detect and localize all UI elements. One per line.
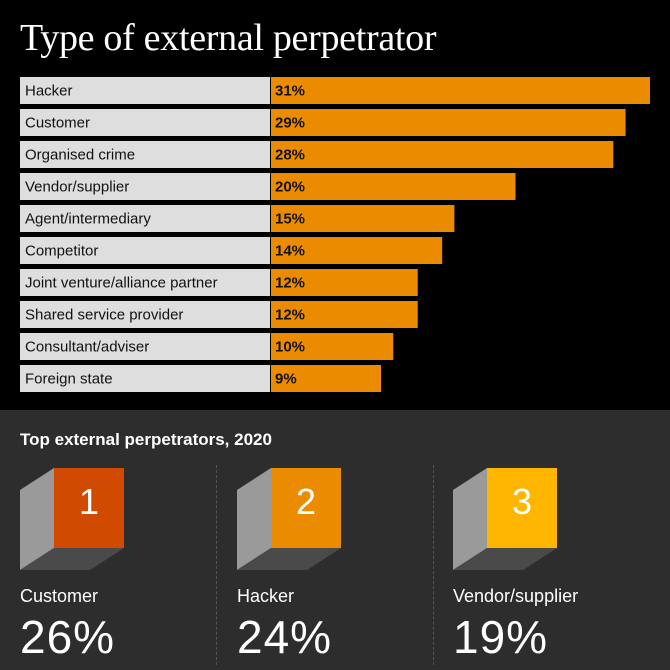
category-label: Organised crime	[25, 147, 135, 164]
category-box	[20, 173, 270, 200]
category-box	[20, 77, 270, 104]
category-box	[20, 237, 270, 264]
category-label: Hacker	[25, 83, 73, 100]
category-label: Joint venture/alliance partner	[25, 275, 218, 292]
rank-name: Hacker	[237, 586, 295, 606]
rank-value: 19%	[453, 611, 549, 663]
category-label: Consultant/adviser	[25, 339, 149, 356]
category-box	[20, 301, 270, 328]
rank-card-1: 1 Customer 26%	[20, 468, 220, 668]
category-box	[20, 365, 270, 392]
value-label: 15%	[275, 211, 305, 228]
rank-number: 1	[78, 481, 100, 522]
value-label: 20%	[275, 179, 305, 196]
chart-panel: Type of external perpetrator Hacker 31% Cu…	[20, 17, 650, 392]
value-label: 12%	[275, 275, 305, 292]
category-label: Vendor/supplier	[25, 179, 129, 196]
summary-panel: Top external perpetrators, 2020 1 Custom…	[0, 410, 670, 670]
rank-value: 26%	[20, 611, 116, 663]
rank-number: 3	[511, 481, 533, 522]
cube-face	[54, 468, 124, 548]
rank-name: Vendor/supplier	[453, 586, 579, 606]
bar	[271, 365, 382, 392]
rank-number: 2	[295, 481, 317, 522]
chart-title: Type of external perpetrator	[20, 17, 437, 59]
value-label: 29%	[275, 115, 305, 132]
rank-card-2: 2 Hacker 24%	[237, 468, 437, 668]
bar	[271, 301, 418, 328]
value-label: 31%	[275, 83, 305, 100]
bar	[271, 77, 650, 104]
divider	[433, 465, 434, 665]
bar	[271, 205, 455, 232]
category-box	[20, 141, 270, 168]
cube-icon	[20, 468, 124, 570]
rank-value: 24%	[237, 611, 333, 663]
category-box	[20, 109, 270, 136]
bar-chart: Hacker 31% Customer 29% Organised crime 28% Ve…	[20, 77, 650, 392]
bar	[271, 269, 418, 296]
category-box	[20, 333, 270, 360]
category-label: Foreign state	[25, 371, 113, 388]
cube-icon	[237, 468, 341, 570]
category-label: Customer	[25, 115, 90, 132]
category-label: Agent/intermediary	[25, 211, 151, 228]
value-label: 10%	[275, 339, 305, 356]
value-label: 28%	[275, 147, 305, 164]
bar	[271, 333, 394, 360]
category-box	[20, 205, 270, 232]
value-label: 12%	[275, 307, 305, 324]
cube-icon	[453, 468, 557, 570]
value-label: 9%	[275, 371, 297, 388]
summary-title: Top external perpetrators, 2020	[20, 430, 272, 449]
value-label: 14%	[275, 243, 305, 260]
rank-name: Customer	[20, 586, 99, 606]
category-label: Shared service provider	[25, 307, 183, 324]
cube-face	[271, 468, 341, 548]
divider	[216, 465, 217, 665]
bar	[271, 141, 614, 168]
bar	[271, 109, 626, 136]
rank-card-3: 3 Vendor/supplier 19%	[453, 468, 653, 668]
cube-face	[487, 468, 557, 548]
bar	[271, 173, 516, 200]
category-box	[20, 269, 270, 296]
bar	[271, 237, 443, 264]
category-label: Competitor	[25, 243, 98, 260]
